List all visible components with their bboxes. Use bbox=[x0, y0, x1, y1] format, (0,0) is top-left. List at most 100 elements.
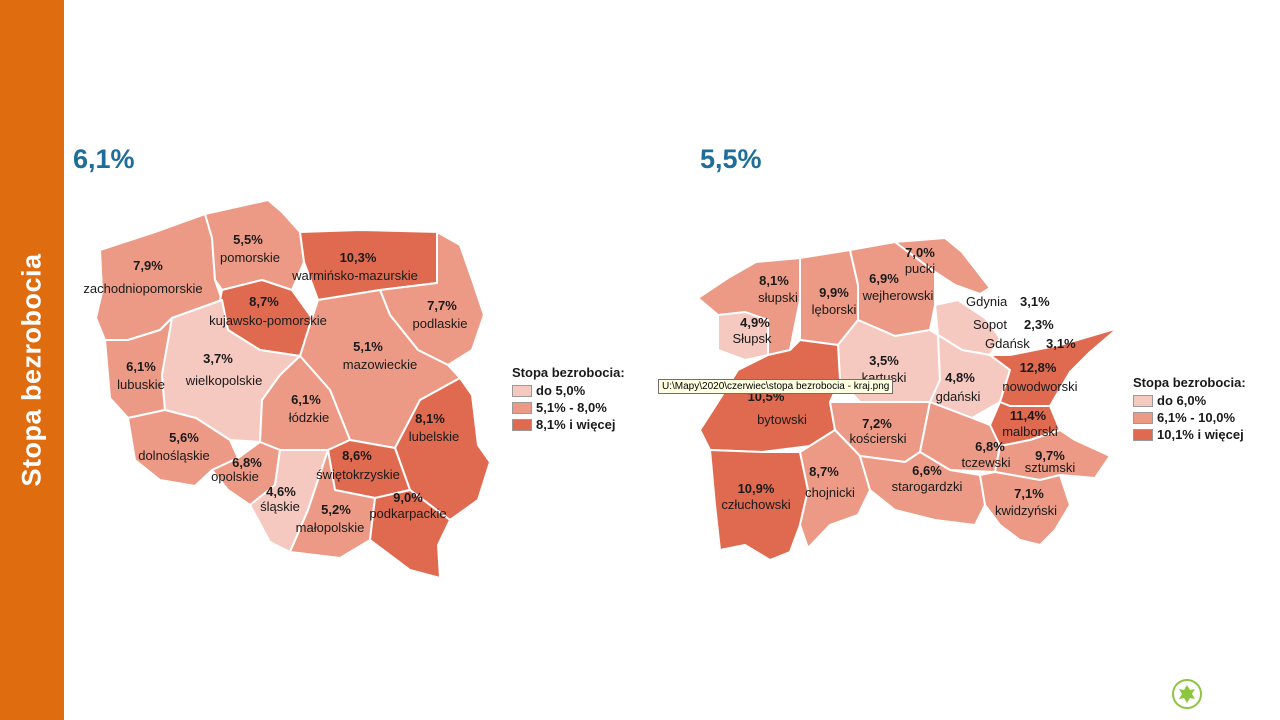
pomorskie-legend-item: do 6,0% bbox=[1133, 392, 1246, 409]
county-name-gdynia: Gdynia bbox=[966, 294, 1008, 309]
file-path-tooltip: U:\Mapy\2020\czerwiec\stopa bezrobocia -… bbox=[658, 379, 894, 394]
county-value-starogardzki: 6,6% bbox=[912, 463, 942, 478]
region-name-mazowieckie: mazowieckie bbox=[343, 357, 417, 372]
region-podkarpackie bbox=[369, 489, 451, 579]
county-value-pucki: 7,0% bbox=[905, 245, 935, 260]
poland-rate: 6,1% bbox=[73, 144, 135, 174]
legend-label: 10,1% i więcej bbox=[1157, 427, 1244, 442]
region-value-slaskie: 4,6% bbox=[266, 484, 296, 499]
region-value-podlaskie: 7,7% bbox=[427, 298, 457, 313]
region-value-pomorskie: 5,5% bbox=[233, 232, 263, 247]
region-name-opolskie: opolskie bbox=[211, 469, 259, 484]
county-kwidzynski bbox=[979, 471, 1071, 546]
legend-swatch bbox=[1133, 394, 1153, 407]
poland-legend-item: 5,1% - 8,0% bbox=[512, 399, 625, 416]
legend-swatch bbox=[512, 401, 532, 414]
county-name-starogardzki: starogardzki bbox=[892, 479, 963, 494]
region-value-lubuskie: 6,1% bbox=[126, 359, 156, 374]
region-value-kujawsko-pomorskie: 8,7% bbox=[249, 294, 279, 309]
pomorskie-legend-item: 10,1% i więcej bbox=[1133, 426, 1246, 443]
county-value-czluchowski: 10,9% bbox=[738, 481, 775, 496]
county-pucki bbox=[894, 237, 991, 295]
leaf-emblem-icon bbox=[1172, 679, 1202, 709]
county-name-gdanski: gdański bbox=[936, 389, 981, 404]
region-value-mazowieckie: 5,1% bbox=[353, 339, 383, 354]
pomorskie-legend: Stopa bezrobocia: do 6,0% 6,1% - 10,0% 1… bbox=[1133, 375, 1246, 443]
region-name-lubuskie: lubuskie bbox=[117, 377, 165, 392]
region-value-zachodniopomorskie: 7,9% bbox=[133, 258, 163, 273]
county-name-czluchowski: człuchowski bbox=[721, 497, 790, 512]
poland-legend-title: Stopa bezrobocia: bbox=[512, 365, 625, 380]
poland-legend-item: 8,1% i więcej bbox=[512, 416, 625, 433]
county-value-wejherowski: 6,9% bbox=[869, 271, 899, 286]
poland-legend-item: do 5,0% bbox=[512, 382, 625, 399]
county-name-nowodworski: nowodworski bbox=[1002, 379, 1077, 394]
legend-swatch bbox=[1133, 428, 1153, 441]
county-value-kwidzynski: 7,1% bbox=[1014, 486, 1044, 501]
county-czluchowski bbox=[709, 449, 809, 561]
region-value-lodzkie: 6,1% bbox=[291, 392, 321, 407]
county-value-sztumski: 9,7% bbox=[1035, 448, 1065, 463]
region-value-malopolskie: 5,2% bbox=[321, 502, 351, 517]
region-name-wielkopolskie: wielkopolskie bbox=[185, 373, 263, 388]
legend-label: do 5,0% bbox=[536, 383, 586, 398]
legend-swatch bbox=[512, 418, 532, 431]
county-value-slupsk: 4,9% bbox=[740, 315, 770, 330]
region-value-opolskie: 6,8% bbox=[232, 455, 262, 470]
county-value-sopot: 2,3% bbox=[1024, 317, 1054, 332]
pomorskie-legend-item: 6,1% - 10,0% bbox=[1133, 409, 1246, 426]
county-chojnicki bbox=[799, 429, 871, 549]
legend-label: 8,1% i więcej bbox=[536, 417, 616, 432]
region-name-malopolskie: małopolskie bbox=[296, 520, 365, 535]
county-value-koscierski: 7,2% bbox=[862, 416, 892, 431]
county-value-gdynia: 3,1% bbox=[1020, 294, 1050, 309]
region-value-podkarpackie: 9,0% bbox=[393, 490, 423, 505]
county-value-malborski: 11,4% bbox=[1010, 408, 1047, 423]
county-nowodworski bbox=[989, 327, 1119, 407]
county-name-leborski: lęborski bbox=[812, 302, 857, 317]
region-name-swietokrzyskie: świętokrzyskie bbox=[316, 467, 400, 482]
county-name-koscierski: kościerski bbox=[849, 431, 906, 446]
poland-legend: Stopa bezrobocia: do 5,0% 5,1% - 8,0% 8,… bbox=[512, 365, 625, 433]
region-name-podkarpackie: podkarpackie bbox=[369, 506, 446, 521]
pomorskie-legend-title: Stopa bezrobocia: bbox=[1133, 375, 1246, 390]
region-value-warminsko-mazurskie: 10,3% bbox=[340, 250, 377, 265]
county-name-pucki: pucki bbox=[905, 261, 935, 276]
region-value-wielkopolskie: 3,7% bbox=[203, 351, 233, 366]
region-name-zachodniopomorskie: zachodniopomorskie bbox=[83, 281, 202, 296]
county-value-tczewski: 6,8% bbox=[975, 439, 1005, 454]
legend-label: 6,1% - 10,0% bbox=[1157, 410, 1236, 425]
region-lubelskie bbox=[394, 377, 491, 521]
region-name-lubelskie: lubelskie bbox=[409, 429, 460, 444]
county-value-kartuski: 3,5% bbox=[869, 353, 899, 368]
county-name-slupski: słupski bbox=[758, 290, 798, 305]
county-name-slupsk: Słupsk bbox=[732, 331, 772, 346]
county-value-slupski: 8,1% bbox=[759, 273, 789, 288]
legend-label: 5,1% - 8,0% bbox=[536, 400, 607, 415]
county-value-gdanski: 4,8% bbox=[945, 370, 975, 385]
county-name-chojnicki: chojnicki bbox=[805, 485, 855, 500]
county-name-bytowski: bytowski bbox=[757, 412, 807, 427]
county-name-sopot: Sopot bbox=[973, 317, 1007, 332]
region-value-lubelskie: 8,1% bbox=[415, 411, 445, 426]
county-name-kwidzynski: kwidzyński bbox=[995, 503, 1057, 518]
county-name-tczewski: tczewski bbox=[961, 455, 1010, 470]
region-name-podlaskie: podlaskie bbox=[413, 316, 468, 331]
region-name-warminsko-mazurskie: warmińsko-mazurskie bbox=[291, 268, 418, 283]
county-name-sztumski: sztumski bbox=[1025, 460, 1076, 475]
county-name-wejherowski: wejherowski bbox=[862, 288, 934, 303]
sidebar: Stopa bezrobocia bbox=[0, 0, 64, 720]
region-name-pomorskie: pomorskie bbox=[220, 250, 280, 265]
region-value-dolnoslaskie: 5,6% bbox=[169, 430, 199, 445]
region-name-dolnoslaskie: dolnośląskie bbox=[138, 448, 210, 463]
region-name-slaskie: śląskie bbox=[260, 499, 300, 514]
region-name-lodzkie: łódzkie bbox=[289, 410, 329, 425]
legend-label: do 6,0% bbox=[1157, 393, 1207, 408]
county-name-gdansk: Gdańsk bbox=[985, 336, 1030, 351]
county-value-gdansk: 3,1% bbox=[1046, 336, 1076, 351]
county-value-leborski: 9,9% bbox=[819, 285, 849, 300]
region-name-kujawsko-pomorskie: kujawsko-pomorskie bbox=[209, 313, 327, 328]
region-value-swietokrzyskie: 8,6% bbox=[342, 448, 372, 463]
county-value-chojnicki: 8,7% bbox=[809, 464, 839, 479]
